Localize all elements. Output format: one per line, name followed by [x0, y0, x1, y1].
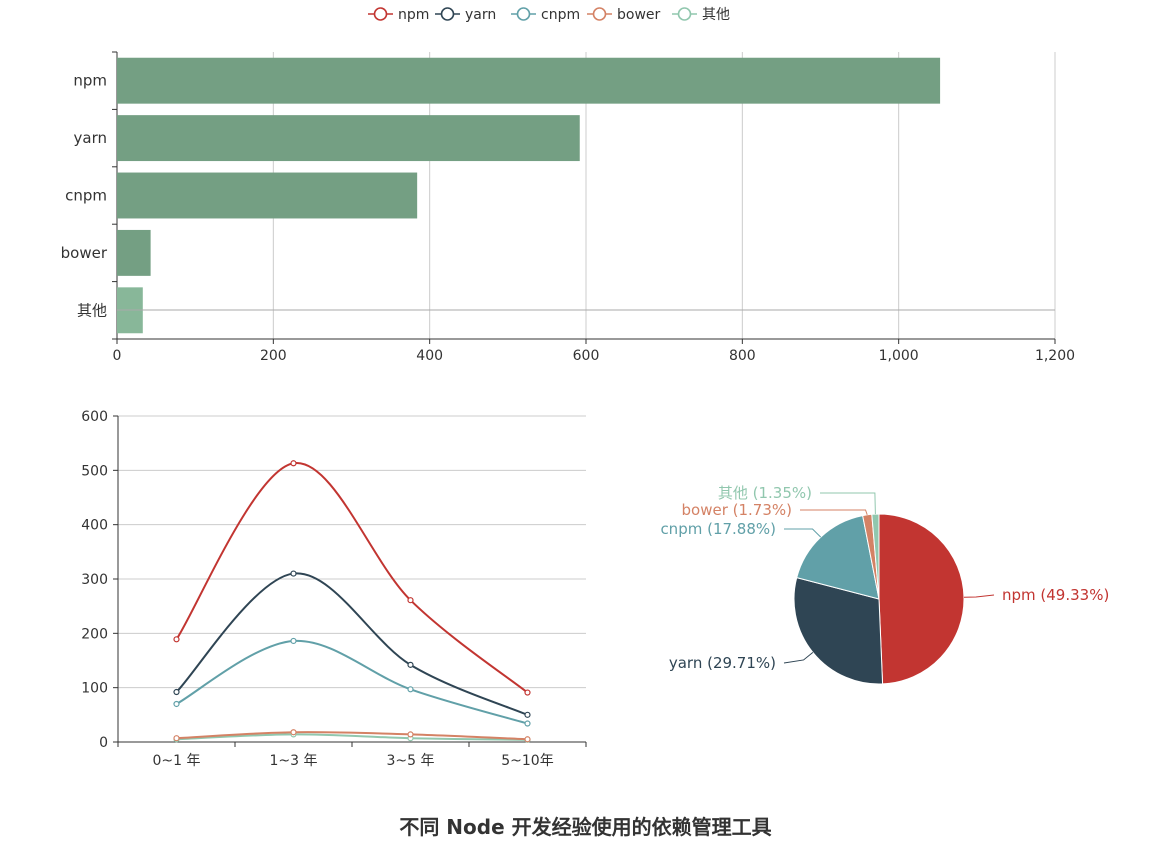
line-point[interactable] — [173, 688, 180, 696]
line-y-tick-label: 100 — [81, 681, 108, 697]
line-path — [175, 572, 528, 716]
legend-label: bower — [617, 7, 661, 23]
legend-symbol — [373, 7, 388, 21]
legend-symbol — [592, 7, 607, 21]
pie-label-line — [783, 652, 814, 664]
bar-x-tick-label: 1,200 — [1035, 348, 1075, 364]
legend-label: cnpm — [541, 7, 580, 23]
bar-0[interactable] — [117, 57, 941, 104]
line-point[interactable] — [524, 711, 531, 718]
legend-symbol — [677, 7, 692, 21]
line-path — [176, 731, 528, 741]
line-path — [175, 462, 529, 694]
legend-item-2[interactable]: cnpm — [511, 7, 580, 23]
line-point[interactable] — [407, 597, 414, 604]
line-y-tick-label: 600 — [81, 409, 108, 425]
pie-label-line — [820, 492, 876, 515]
pie-chart: npm (49.33%) yarn (29.71%) cnpm (17.88%)bo… — [660, 484, 1109, 685]
legend-item-0[interactable]: npm — [368, 7, 429, 23]
pie-label-line — [963, 594, 995, 598]
line-y-tick-label: 0 — [99, 735, 108, 751]
line-point[interactable] — [407, 661, 414, 668]
bar-x-tick-label: 800 — [729, 348, 756, 364]
legend-label: 其他 — [702, 7, 730, 23]
bar-category-label: 其他 — [77, 301, 107, 319]
legend-symbol — [516, 7, 531, 21]
legend[interactable]: npm yarn cnpm bower 其他 — [368, 7, 730, 23]
line-point[interactable] — [290, 460, 297, 467]
line-point[interactable] — [290, 729, 297, 736]
line-series-yarn — [173, 570, 531, 718]
line-point[interactable] — [173, 636, 180, 643]
line-y-tick-label: 300 — [81, 572, 108, 588]
line-path — [176, 733, 528, 741]
pie-slice-0[interactable] — [878, 513, 965, 685]
line-path — [176, 639, 528, 725]
line-y-tick-label: 500 — [81, 463, 108, 479]
line-series-bower — [173, 729, 531, 743]
bar-x-tick-label: 1,000 — [879, 348, 919, 364]
pie-slice-4[interactable] — [871, 513, 880, 600]
pie-label-line — [800, 509, 868, 515]
line-point[interactable] — [524, 720, 531, 727]
bar-category-label: npm — [73, 72, 107, 90]
line-x-tick-label: 3~5 年 — [387, 753, 435, 769]
bar-x-tick-label: 600 — [573, 348, 600, 364]
bar-chart: 0 200 400 600 800 1,000 1,200 npm yarn cnpm bower 其… — [61, 51, 1075, 364]
pie-slice-label: 其他 (1.35%) — [718, 484, 812, 502]
line-point[interactable] — [407, 686, 414, 693]
pie-slice-label: npm (49.33%) — [1002, 586, 1109, 604]
line-point[interactable] — [524, 689, 531, 696]
line-point[interactable] — [173, 735, 180, 742]
line-point[interactable] — [290, 637, 297, 645]
legend-item-3[interactable]: bower — [587, 7, 661, 23]
line-point[interactable] — [407, 731, 414, 738]
line-x-tick-label: 0~1 年 — [153, 753, 201, 769]
legend-symbol — [440, 7, 455, 21]
line-series-npm — [173, 460, 531, 696]
bar-category-label: yarn — [74, 129, 107, 147]
bar-category-label: cnpm — [65, 187, 107, 205]
line-y-tick-label: 200 — [81, 626, 108, 642]
pie-slice-label: cnpm (17.88%) — [660, 520, 776, 538]
pie-label-line — [784, 528, 822, 538]
chart-title: 不同 Node 开发经验使用的依赖管理工具 — [399, 815, 772, 839]
pie-slice-label: yarn (29.71%) — [669, 654, 776, 672]
bar-x-tick-label: 200 — [260, 348, 287, 364]
bar-3[interactable] — [117, 229, 151, 276]
pie-slice-2[interactable] — [796, 514, 880, 600]
line-point[interactable] — [290, 570, 297, 577]
legend-item-4[interactable]: 其他 — [672, 7, 730, 23]
line-x-tick-label: 5~10年 — [501, 753, 553, 769]
legend-item-1[interactable]: yarn — [435, 7, 496, 23]
legend-label: npm — [398, 7, 429, 23]
bar-x-tick-label: 400 — [416, 348, 443, 364]
pie-slice-label: bower (1.73%) — [682, 501, 793, 519]
bar-x-tick-label: 0 — [113, 348, 122, 364]
line-series-cnpm — [173, 637, 531, 727]
line-y-tick-label: 400 — [81, 518, 108, 534]
line-chart: 0 100 200 300 400 500 600 0~1 年 1~3 年 3~5 年 5~10年 — [81, 409, 587, 769]
pie-slice-1[interactable] — [793, 577, 884, 685]
line-x-tick-label: 1~3 年 — [270, 753, 318, 769]
bar-2[interactable] — [117, 172, 418, 219]
line-point[interactable] — [524, 736, 531, 743]
line-point[interactable] — [173, 700, 180, 708]
legend-label: yarn — [465, 7, 496, 23]
bar-1[interactable] — [117, 115, 580, 162]
bar-category-label: bower — [61, 244, 108, 262]
